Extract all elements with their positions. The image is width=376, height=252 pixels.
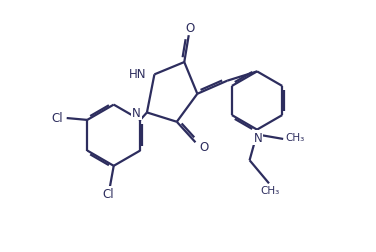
Text: O: O: [185, 22, 194, 35]
Text: CH₃: CH₃: [260, 185, 279, 195]
Text: Cl: Cl: [102, 187, 114, 201]
Text: O: O: [199, 140, 208, 153]
Text: Cl: Cl: [52, 111, 63, 124]
Text: HN: HN: [129, 68, 146, 80]
Text: CH₃: CH₃: [285, 133, 305, 143]
Text: N: N: [132, 107, 141, 119]
Text: N: N: [253, 131, 262, 144]
